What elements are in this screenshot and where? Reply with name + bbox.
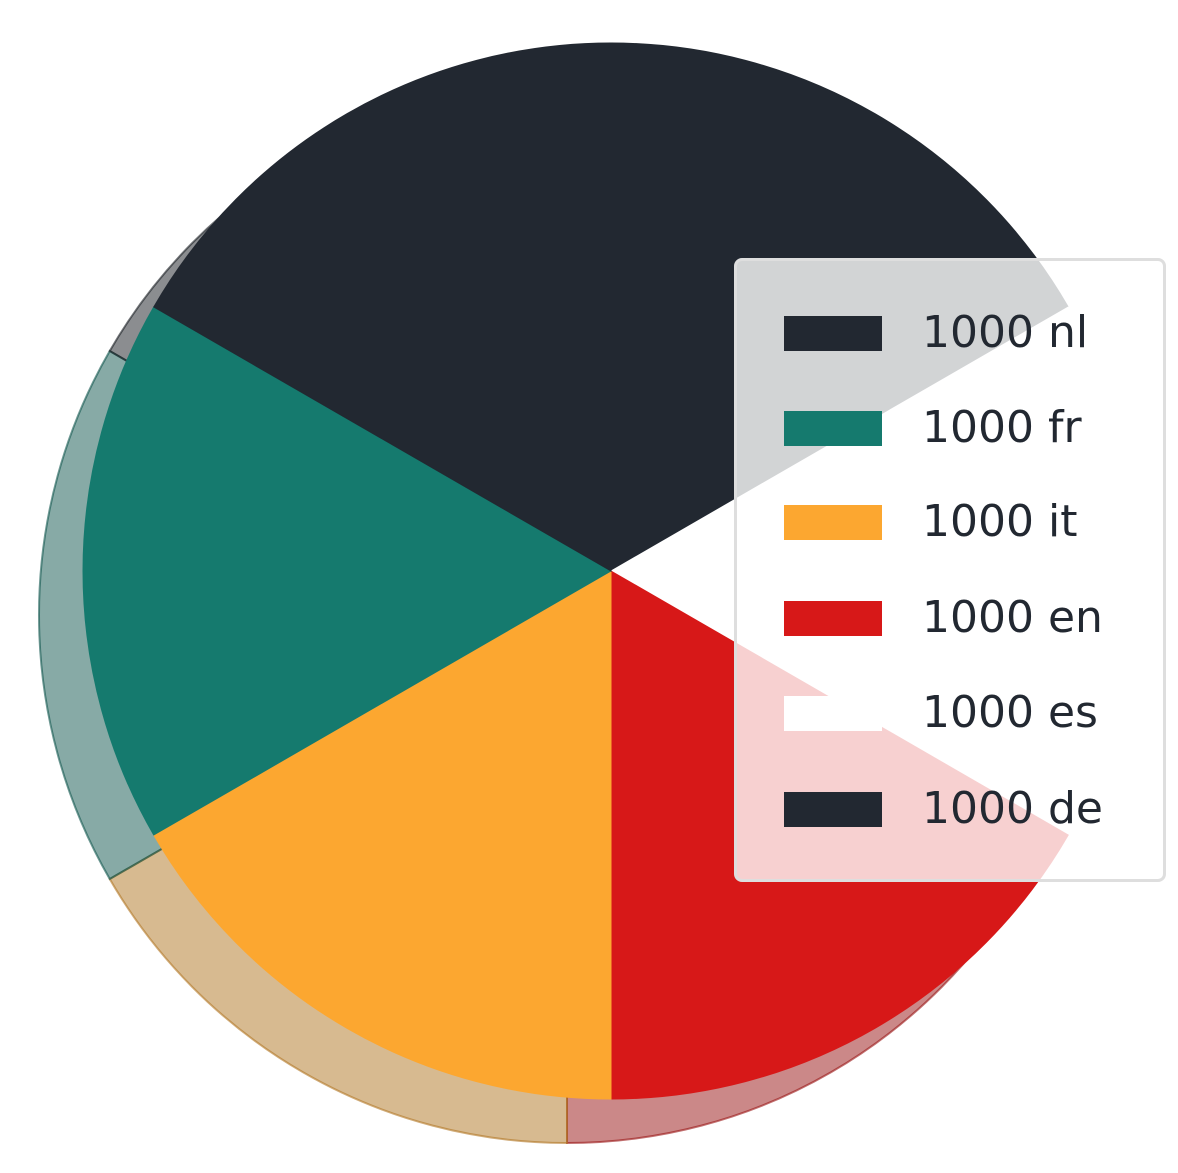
legend-label-fr: 1000 fr (922, 402, 1082, 453)
pie-slice-it (153, 570, 612, 1100)
legend-label-en: 1000 en (922, 592, 1103, 643)
legend-swatch-es (784, 696, 882, 731)
legend-label-es: 1000 es (922, 687, 1098, 738)
legend-label-nl: 1000 nl (922, 307, 1089, 358)
legend-swatch-it (784, 505, 882, 540)
legend-label-it: 1000 it (922, 496, 1078, 547)
legend-swatch-en (784, 601, 882, 636)
legend-swatch-de (784, 792, 882, 827)
legend: 1000 nl 1000 fr 1000 it 1000 en 1000 es … (734, 258, 1166, 882)
legend-swatch-nl (784, 316, 882, 351)
pie-slice-de (153, 42, 612, 572)
legend-label-de: 1000 de (922, 783, 1103, 834)
pie-slice-fr (82, 306, 612, 836)
legend-swatch-fr (784, 411, 882, 446)
